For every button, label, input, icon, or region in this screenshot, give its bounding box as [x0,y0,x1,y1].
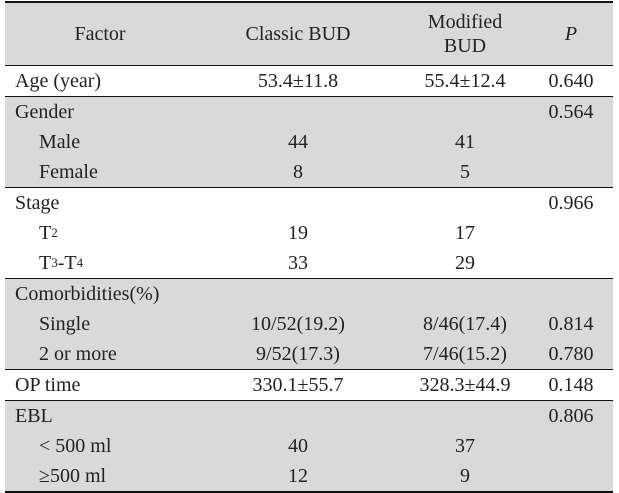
row-factor-mid: -T [57,251,77,274]
row-modified: 328.3±44.9 [419,373,511,396]
header-modified-line1: Modified [427,11,503,33]
table-row-op-time: OP time 330.1±55.7 328.3±44.9 0.148 [5,370,613,401]
table-row-ebl-under-500: < 500 ml 40 37 [5,431,613,461]
table-row-age: Age (year) 53.4±11.8 55.4±12.4 0.640 [5,66,613,97]
table-row-2-or-more: 2 or more 9/52(17.3) 7/46(15.2) 0.780 [5,339,613,370]
row-factor: Stage [15,191,60,214]
row-factor: Single [39,312,91,335]
row-factor: Gender [15,100,74,123]
table-row-ebl: EBL 0.806 [5,401,613,431]
row-factor: OP time [15,373,81,396]
row-modified: 29 [455,251,475,274]
row-classic: 40 [288,434,308,457]
row-modified: 7/46(15.2) [423,342,507,365]
row-factor-subscript-2: 4 [76,255,84,270]
row-classic: 10/52(19.2) [251,312,345,335]
row-modified: 8/46(17.4) [423,312,507,335]
row-factor: Comorbidities(%) [15,282,160,305]
row-factor-subscript: 3 [51,255,58,270]
row-classic: 12 [288,464,308,487]
row-p: 0.806 [548,404,594,427]
row-p: 0.966 [548,191,594,214]
row-classic: 19 [288,221,308,244]
row-p: 0.640 [548,69,594,92]
header-modified-line2: BUD [443,35,487,57]
table-row-female: Female 8 5 [5,157,613,188]
row-p: 0.564 [548,100,594,123]
table-row-gender: Gender 0.564 [5,97,613,127]
table-row-t3-t4: T 3 -T 4 33 29 [5,248,613,279]
row-modified: 5 [460,160,470,183]
table-row-single: Single 10/52(19.2) 8/46(17.4) 0.814 [5,309,613,339]
row-factor: 2 or more [39,342,117,365]
header-factor: Factor [74,22,126,45]
row-factor: T 3 -T 4 [39,248,83,278]
header-p-value: P [564,22,578,45]
table-header-row: Factor Classic BUD Modified BUD P [5,3,613,66]
table-row-comorbidities: Comorbidities(%) [5,279,613,309]
row-classic: 9/52(17.3) [256,342,340,365]
row-factor: Male [39,130,81,153]
row-classic: 330.1±55.7 [252,373,344,396]
row-classic: 33 [288,251,308,274]
header-classic-bud: Classic BUD [245,22,351,45]
row-modified: 55.4±12.4 [424,69,506,92]
row-p: 0.780 [548,342,594,365]
row-modified: 41 [455,130,475,153]
row-p: 0.148 [548,373,594,396]
table-row-male: Male 44 41 [5,127,613,157]
row-factor: Age (year) [15,69,102,92]
row-modified: 37 [455,434,475,457]
table-row-ebl-500-plus: ≥500 ml 12 9 [5,461,613,493]
row-p: 0.814 [548,312,594,335]
row-factor-main: T [39,251,52,274]
row-classic: 44 [288,130,308,153]
table-row-stage: Stage 0.966 [5,188,613,218]
results-table: Factor Classic BUD Modified BUD P Age (y… [5,1,613,493]
row-factor-main: T [39,221,52,244]
row-factor: < 500 ml [39,434,112,457]
row-factor-subscript: 2 [51,225,58,240]
row-classic: 8 [293,160,303,183]
row-factor: Female [39,160,98,183]
header-modified-bud: Modified BUD [390,3,540,65]
row-classic: 53.4±11.8 [257,69,339,92]
row-factor: EBL [15,404,53,427]
row-modified: 17 [455,221,475,244]
row-modified: 9 [460,464,470,487]
row-factor: ≥500 ml [39,464,107,487]
